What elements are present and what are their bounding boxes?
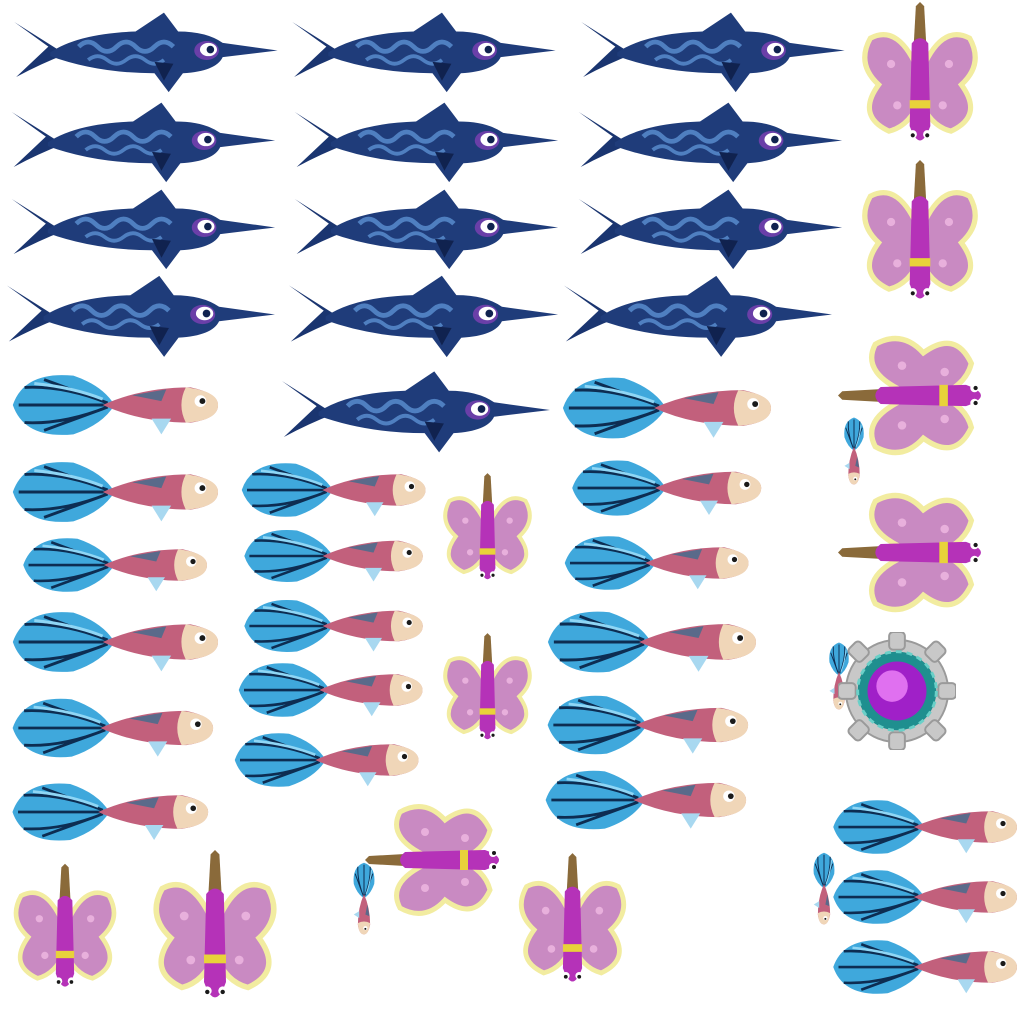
fantail-fish-sprite <box>233 731 420 789</box>
swordfish-sprite <box>282 371 550 452</box>
fantail-fish-sprite <box>237 661 424 719</box>
butterfly-fish-sprite <box>521 853 623 981</box>
butterfly-fish-sprite <box>445 473 530 579</box>
fantail-fish-sprite <box>831 868 1019 926</box>
fantail-fish-sprite <box>831 938 1019 996</box>
swordfish-sprite <box>289 276 558 357</box>
fantail-fish-sprite <box>546 610 758 674</box>
fantail-fish-sprite <box>242 528 425 584</box>
fantail-fish-sprite <box>546 694 750 756</box>
butterfly-fish-sprite <box>865 160 975 298</box>
swordfish-sprite <box>14 13 277 93</box>
fantail-fish-sprite <box>11 373 220 437</box>
swordfish-sprite <box>564 276 832 357</box>
fantail-fish-sprite <box>242 598 425 654</box>
swordfish-sprite <box>12 103 275 183</box>
swordfish-sprite <box>581 13 844 93</box>
swordfish-sprite <box>12 190 275 270</box>
swordfish-sprite <box>295 103 558 183</box>
portal-orb-sprite <box>838 632 956 750</box>
swordfish-sprite <box>579 190 842 270</box>
fantail-fish-sprite <box>561 376 773 440</box>
fantail-fish-sprite <box>10 781 210 843</box>
fantail-fish-sprite <box>544 769 748 831</box>
fantail-fish-sprite <box>563 534 750 592</box>
fantail-fish-sprite <box>814 853 835 925</box>
fantail-fish-sprite <box>11 610 220 674</box>
fantail-fish-sprite <box>831 798 1019 856</box>
butterfly-fish-sprite <box>156 850 274 997</box>
butterfly-fish-sprite <box>16 864 114 987</box>
fantail-fish-sprite <box>570 458 763 518</box>
butterfly-fish-sprite <box>365 807 499 914</box>
fantail-fish-sprite <box>240 461 427 519</box>
swordfish-sprite <box>579 103 842 183</box>
butterfly-fish-sprite <box>445 633 530 739</box>
fantail-fish-sprite <box>21 536 209 594</box>
swordfish-sprite <box>295 190 558 270</box>
fantail-fish-sprite <box>11 460 220 524</box>
fantail-fish-sprite <box>11 697 215 759</box>
butterfly-fish-sprite <box>838 495 981 609</box>
fantail-fish-sprite <box>844 418 863 485</box>
fantail-fish-sprite <box>354 863 375 935</box>
butterfly-fish-sprite <box>865 2 975 140</box>
swordfish-sprite <box>292 13 555 93</box>
swordfish-sprite <box>7 276 275 357</box>
